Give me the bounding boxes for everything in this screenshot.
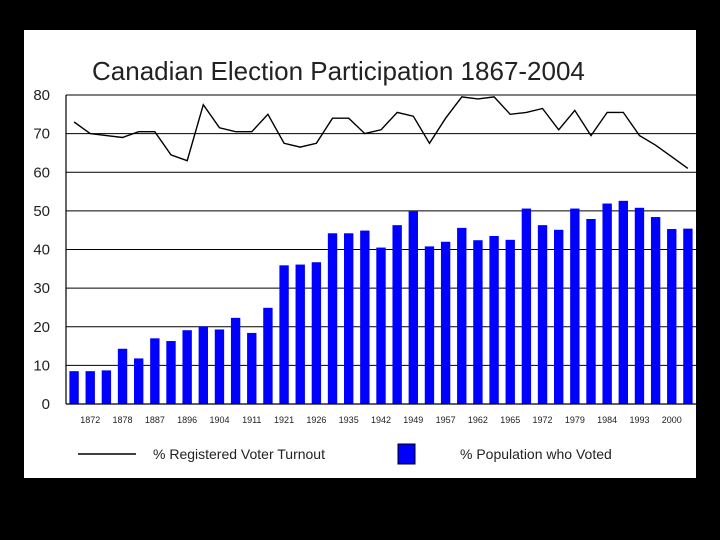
- y-tick-label: 0: [42, 396, 50, 413]
- bar: [360, 230, 370, 404]
- bar: [150, 338, 160, 404]
- y-tick-label: 50: [33, 203, 50, 220]
- bar: [618, 200, 628, 404]
- bar: [198, 326, 208, 404]
- bar: [586, 218, 596, 404]
- x-tick-label: 1896: [177, 415, 197, 425]
- bar: [634, 207, 645, 404]
- turnout-line: [73, 96, 689, 169]
- y-tick-label: 70: [33, 126, 50, 143]
- bar: [279, 265, 289, 404]
- bar: [457, 227, 467, 404]
- x-tick-label: 1949: [403, 415, 423, 425]
- bar: [214, 329, 225, 404]
- bar: [667, 229, 677, 404]
- bar: [392, 225, 402, 404]
- x-tick-label: 1942: [371, 415, 391, 425]
- bar: [473, 240, 483, 404]
- bar: [650, 217, 661, 404]
- x-tick-label: 1926: [306, 415, 326, 425]
- bar: [230, 317, 241, 404]
- bar: [505, 239, 515, 404]
- bar: [521, 208, 532, 404]
- x-tick-label: 1887: [145, 415, 165, 425]
- x-tick-label: 1993: [629, 415, 649, 425]
- bar: [408, 211, 418, 404]
- bar: [602, 203, 612, 404]
- y-tick-label: 60: [33, 164, 50, 181]
- x-tick-label: 1972: [533, 415, 553, 425]
- legend-bar-swatch: [397, 443, 416, 465]
- bar: [166, 341, 176, 404]
- y-tick-label: 20: [33, 319, 50, 336]
- y-tick-label: 10: [33, 357, 50, 374]
- x-tick-label: 1962: [468, 415, 488, 425]
- x-tick-label: 1872: [80, 415, 100, 425]
- x-tick-label: 1979: [565, 415, 585, 425]
- bar: [424, 246, 435, 404]
- bar: [101, 370, 112, 404]
- bar: [327, 233, 338, 404]
- x-tick-label: 1935: [339, 415, 359, 425]
- y-tick-label: 30: [33, 280, 50, 297]
- bar: [134, 358, 144, 404]
- x-tick-label: 2000: [662, 415, 682, 425]
- bar: [117, 348, 128, 404]
- bar: [440, 241, 451, 404]
- bar: [489, 235, 499, 404]
- bar: [376, 247, 386, 404]
- legend-label-population: % Population who Voted: [460, 446, 612, 462]
- x-tick-label: 1965: [500, 415, 520, 425]
- chart-title: Canadian Election Participation 1867-200…: [92, 56, 585, 86]
- bar: [69, 371, 79, 404]
- bar: [247, 332, 257, 404]
- bar: [683, 228, 693, 404]
- bar: [344, 233, 354, 404]
- y-tick-label: 40: [33, 242, 50, 259]
- bar: [295, 264, 305, 404]
- x-tick-label: 1904: [209, 415, 229, 425]
- x-tick-label: 1911: [242, 415, 261, 425]
- bar: [570, 208, 580, 404]
- bar: [182, 330, 192, 404]
- bar: [85, 371, 95, 404]
- bar: [537, 225, 548, 404]
- x-tick-label: 1984: [597, 415, 617, 425]
- legend-label-turnout: % Registered Voter Turnout: [153, 446, 325, 462]
- x-tick-label: 1921: [274, 415, 294, 425]
- y-tick-label: 80: [33, 87, 50, 104]
- bar: [554, 229, 564, 404]
- x-tick-label: 1878: [113, 415, 133, 425]
- bar: [311, 262, 322, 404]
- bar: [263, 307, 273, 404]
- x-tick-label: 1957: [436, 415, 456, 425]
